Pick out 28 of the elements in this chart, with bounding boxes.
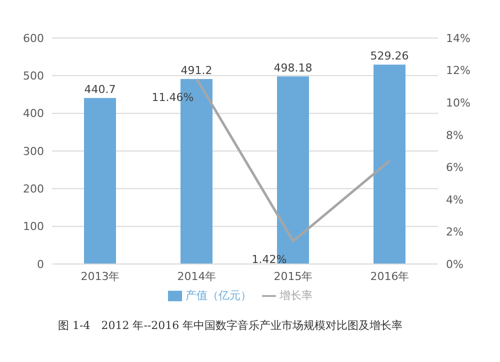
legend-label: 产值（亿元）	[186, 289, 252, 302]
legend-label: 增长率	[280, 289, 312, 302]
y-tick-label: 500	[23, 70, 44, 83]
data-label: 440.7	[84, 83, 116, 96]
y2-tick-label: 12%	[446, 64, 470, 78]
y-tick-label: 0	[37, 258, 44, 271]
y2-tick-label: 10%	[446, 96, 470, 110]
x-tick-label: 2014年	[177, 270, 216, 283]
y-tick-label: 600	[23, 32, 44, 45]
y-tick-label: 300	[23, 144, 44, 158]
bar	[374, 64, 406, 264]
data-label: 498.18	[274, 61, 312, 74]
bar	[84, 98, 116, 264]
x-tick-label: 2015年	[274, 270, 313, 283]
y2-tick-label: 0%	[446, 258, 464, 271]
x-tick-label: 2016年	[370, 270, 410, 283]
y-tick-label: 400	[23, 107, 44, 120]
caption: 图 1-4 2012 年--2016 年中国数字音乐产业市场规模对比图及增长率	[58, 318, 404, 333]
y2-tick-label: 14%	[446, 32, 470, 45]
y-tick-label: 100	[23, 220, 44, 234]
data-label: 529.26	[370, 50, 409, 63]
y2-tick-label: 2%	[446, 226, 464, 239]
y2-tick-label: 6%	[446, 161, 464, 174]
y2-tick-label: 4%	[446, 193, 464, 206]
y-tick-label: 200	[23, 182, 44, 196]
y2-tick-label: 8%	[446, 128, 464, 142]
data-label: 491.2	[180, 64, 212, 77]
x-tick-label: 2013年	[80, 270, 120, 283]
